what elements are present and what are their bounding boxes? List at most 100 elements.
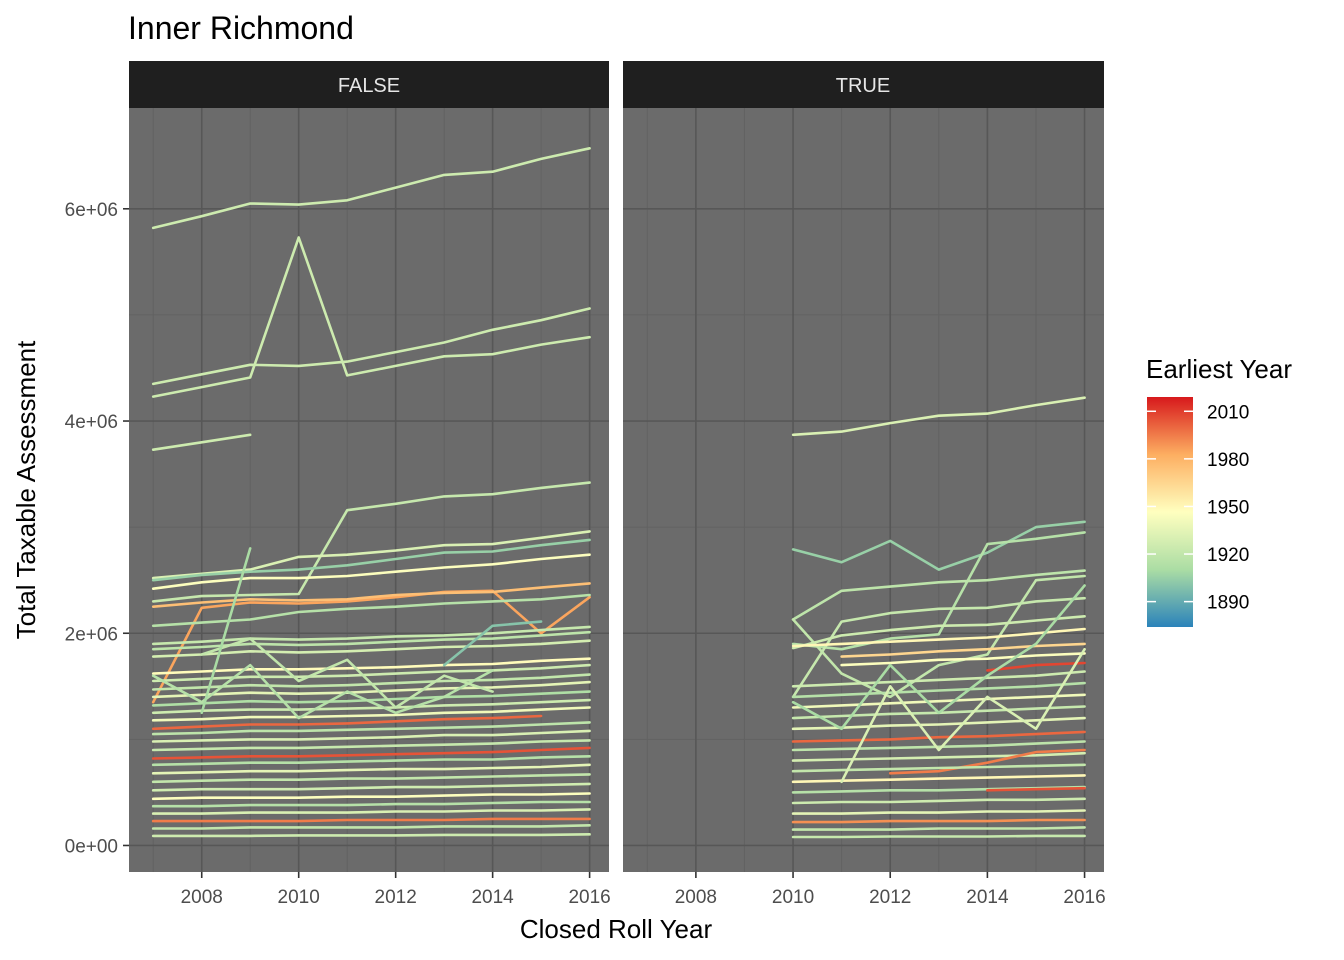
series-line-false-14 — [151, 657, 591, 675]
x-tick-label: 2014 — [966, 887, 1009, 908]
series-line-false-27 — [151, 763, 591, 775]
y-tick-label: 6e+06 — [65, 200, 118, 221]
series-line-true-1 — [791, 520, 1086, 571]
series-line-true-13 — [986, 661, 1086, 672]
panel-true-strip — [623, 61, 1104, 108]
y-axis-title: Total Taxable Assessment — [11, 340, 41, 639]
series-line-false-10 — [151, 593, 591, 628]
series-line-false-30 — [151, 792, 591, 801]
series-line-false-15 — [151, 663, 591, 683]
x-axis-panel-true: 2008 2010 2012 2014 2016 — [675, 872, 1106, 908]
series-line-false-22 — [151, 721, 591, 736]
series-line-true-19 — [888, 748, 1086, 775]
chart-title: Inner Richmond — [128, 10, 354, 46]
series-line-false-38 — [442, 620, 543, 667]
series-line-true-25 — [791, 809, 1086, 815]
series-line-false-32 — [151, 808, 591, 815]
y-tick-label: 2e+06 — [65, 624, 118, 645]
x-tick-label: 2010 — [772, 887, 814, 908]
series-line-true-2 — [791, 531, 1086, 651]
x-axis-title: Closed Roll Year — [520, 914, 713, 944]
series-line-false-36 — [151, 663, 494, 720]
legend-tick-label: 1980 — [1207, 450, 1249, 471]
series-line-false-35 — [151, 832, 591, 838]
series-line-false-37 — [200, 637, 494, 709]
legend-tick-label: 1890 — [1207, 593, 1249, 614]
series-line-true-18 — [791, 751, 1086, 762]
panel-false-series — [151, 147, 591, 838]
legend: Earliest Year 1890 1920 1950 1980 2010 — [1146, 354, 1292, 627]
x-tick-label: 2016 — [1063, 887, 1105, 908]
series-line-true-24 — [791, 797, 1086, 805]
legend-tick-label: 2010 — [1207, 402, 1249, 423]
series-line-false-25 — [151, 739, 591, 752]
legend-tick-label: 1920 — [1207, 545, 1249, 566]
series-line-true-6 — [791, 614, 1086, 650]
series-line-true-29 — [791, 584, 1086, 731]
series-line-true-23 — [986, 786, 1086, 792]
series-line-true-5 — [791, 574, 1086, 699]
y-axis: 0e+00 2e+06 4e+06 6e+06 — [65, 200, 129, 857]
series-line-true-7 — [791, 627, 1086, 648]
series-line-false-26 — [151, 754, 591, 767]
x-tick-label: 2014 — [471, 887, 514, 908]
series-line-false-11 — [151, 625, 591, 646]
series-line-false-21 — [151, 706, 591, 722]
series-line-false-4 — [151, 481, 591, 603]
x-axis-panel-false: 2008 2010 2012 2014 2016 — [181, 872, 611, 908]
series-line-true-3 — [791, 569, 1086, 621]
y-tick-label: 0e+00 — [65, 836, 118, 857]
series-line-false-24 — [151, 746, 591, 760]
series-line-true-26 — [791, 818, 1086, 824]
panel-true-strip-label: TRUE — [836, 75, 890, 97]
series-line-true-9 — [840, 652, 1086, 667]
series-line-true-12 — [791, 693, 1086, 709]
series-line-true-27 — [791, 826, 1086, 831]
series-line-false-23 — [151, 729, 591, 743]
series-line-false-29 — [151, 782, 591, 792]
series-line-false-19 — [151, 698, 591, 715]
series-line-false-2 — [151, 236, 591, 398]
series-line-false-3 — [151, 433, 252, 452]
series-line-true-28 — [791, 834, 1086, 839]
series-line-true-4 — [791, 596, 1086, 699]
series-line-false-13 — [151, 639, 591, 658]
series-line-false-17 — [151, 680, 591, 699]
series-line-true-0 — [791, 396, 1086, 437]
series-line-true-20 — [791, 763, 1086, 773]
series-line-false-31 — [151, 800, 591, 808]
legend-title: Earliest Year — [1146, 354, 1292, 384]
series-line-true-8 — [840, 642, 1086, 658]
series-line-true-17 — [791, 740, 1086, 752]
series-line-false-9 — [151, 582, 591, 609]
series-line-false-1 — [151, 307, 591, 386]
x-tick-label: 2012 — [869, 887, 911, 908]
panel-false-strip-label: FALSE — [338, 75, 400, 97]
y-tick-label: 4e+06 — [65, 412, 118, 433]
series-line-false-34 — [151, 823, 591, 830]
x-tick-label: 2008 — [181, 887, 223, 908]
legend-tick-label: 1950 — [1207, 497, 1249, 518]
legend-ticks: 1890 1920 1950 1980 2010 — [1147, 402, 1249, 614]
series-line-false-39 — [200, 547, 252, 715]
series-line-false-28 — [151, 773, 591, 784]
facet-panel-true: TRUE — [623, 61, 1104, 872]
series-line-true-10 — [791, 670, 1086, 688]
series-line-false-6 — [151, 553, 591, 591]
x-tick-label: 2010 — [278, 887, 320, 908]
series-line-false-8 — [151, 589, 591, 704]
series-line-true-30 — [840, 647, 1086, 784]
panel-true-series — [791, 396, 1086, 839]
x-tick-label: 2016 — [568, 887, 610, 908]
legend-colorbar — [1147, 397, 1193, 627]
series-line-false-18 — [151, 690, 591, 707]
x-tick-label: 2008 — [675, 887, 717, 908]
series-line-true-11 — [791, 681, 1086, 699]
series-line-false-0 — [151, 147, 591, 230]
x-tick-label: 2012 — [375, 887, 417, 908]
facet-panel-false: FALSE — [129, 61, 609, 872]
series-line-false-7 — [151, 538, 591, 582]
series-line-false-33 — [151, 817, 591, 823]
series-line-false-20 — [151, 714, 543, 731]
